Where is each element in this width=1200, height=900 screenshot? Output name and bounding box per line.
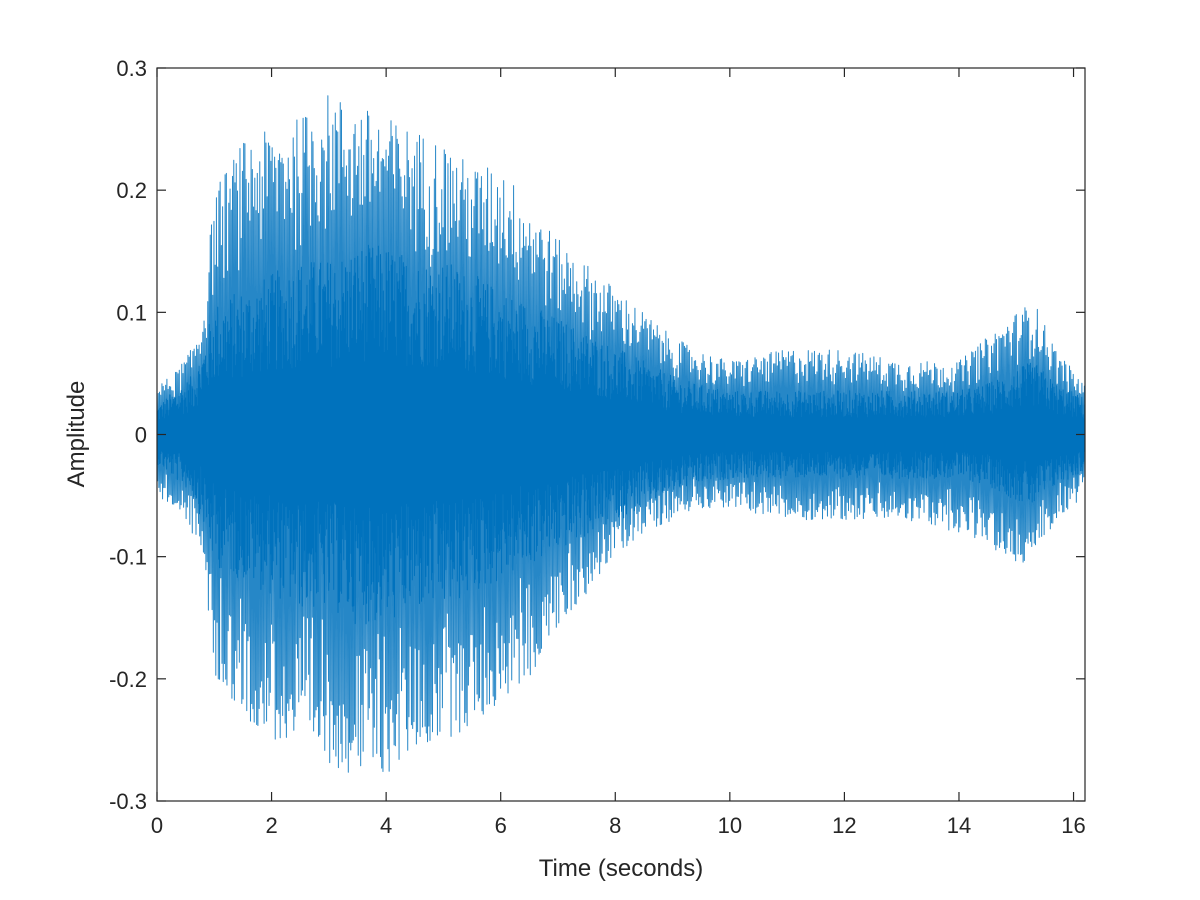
tick-label-layer: 0 2 4 6 8 10 12 14 16 -0.3 -0.2 -0.1 0 0.1 0.2 0.3 xyxy=(109,56,1086,838)
x-tick-label: 10 xyxy=(718,813,742,838)
plot-area xyxy=(156,67,1086,802)
x-tick-label: 4 xyxy=(380,813,392,838)
y-tick-label: -0.1 xyxy=(109,545,147,570)
y-tick-label: 0.1 xyxy=(116,300,147,325)
x-tick-label: 6 xyxy=(495,813,507,838)
signal-layer xyxy=(156,95,1086,773)
x-tick-label: 8 xyxy=(609,813,621,838)
y-tick-label: 0.3 xyxy=(116,56,147,81)
y-tick-label: 0.2 xyxy=(116,178,147,203)
x-axis-label: Time (seconds) xyxy=(539,855,703,882)
y-axis-label: Amplitude xyxy=(63,381,90,488)
tick-layer xyxy=(156,67,1085,802)
x-tick-label: 0 xyxy=(151,813,163,838)
y-tick-label: 0 xyxy=(135,423,147,448)
waveform-peaks xyxy=(156,95,1086,773)
x-tick-label: 12 xyxy=(832,813,856,838)
y-tick-label: -0.2 xyxy=(109,667,147,692)
x-tick-label: 2 xyxy=(265,813,277,838)
x-tick-label: 14 xyxy=(947,813,971,838)
y-tick-label: -0.3 xyxy=(109,789,147,814)
x-tick-label: 16 xyxy=(1061,813,1085,838)
